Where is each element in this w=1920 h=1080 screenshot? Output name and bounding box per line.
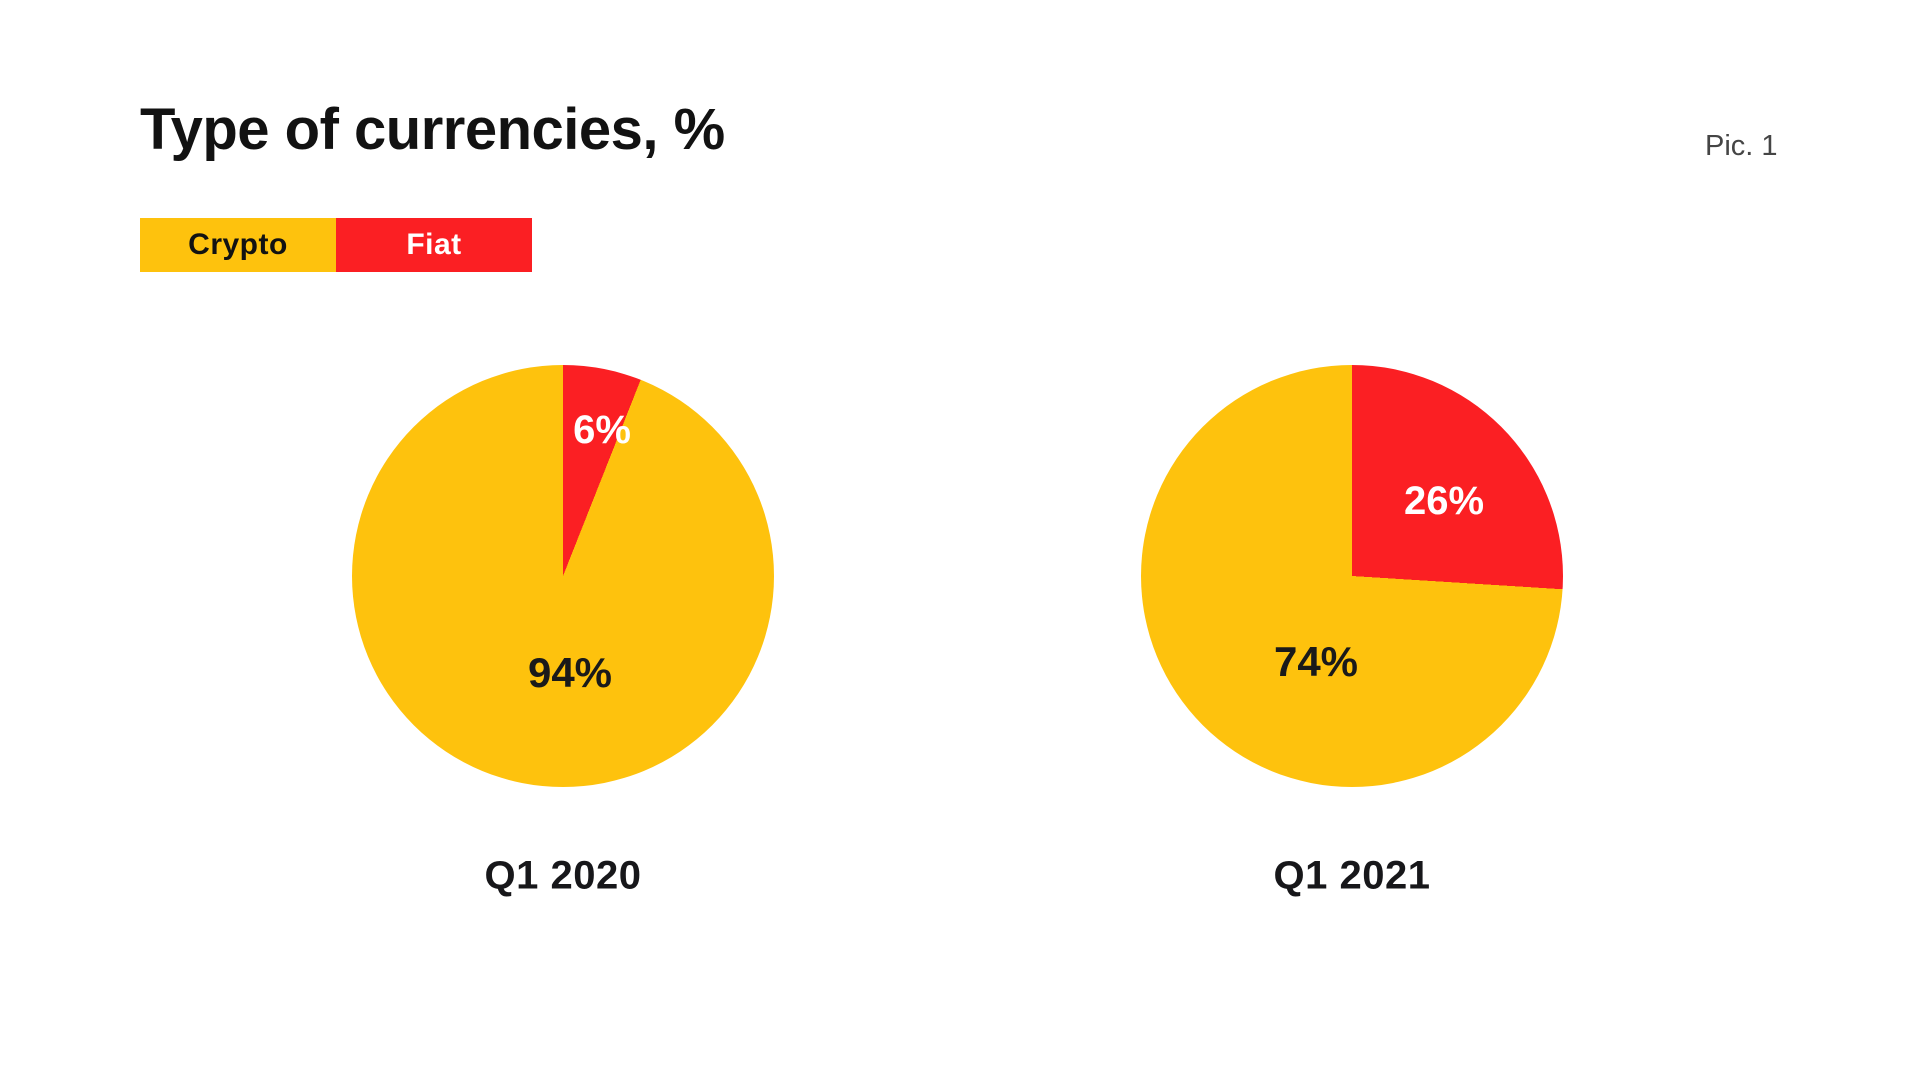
pie-chart-q1-2021: 26% 74% Q1 2021 xyxy=(1141,365,1563,925)
pie-q1-2020-caption: Q1 2020 xyxy=(484,853,642,898)
pie-q1-2021-caption: Q1 2021 xyxy=(1273,853,1431,898)
legend-label-crypto: Crypto xyxy=(188,228,288,261)
pie-q1-2020-circle xyxy=(352,365,774,787)
pie-chart-q1-2020: 6% 94% Q1 2020 xyxy=(352,365,774,925)
pie-q1-2020-crypto-value-label: 94% xyxy=(527,649,613,696)
page-title: Type of currencies, % xyxy=(140,97,725,162)
pie-q1-2021-crypto-value-label: 74% xyxy=(1273,638,1359,685)
legend-item-crypto: Crypto xyxy=(140,218,336,272)
legend-item-fiat: Fiat xyxy=(336,218,532,272)
pie-q1-2021-circle xyxy=(1141,365,1563,787)
pie-q1-2020-fiat-value-label: 6% xyxy=(573,408,631,452)
figure-number-label: Pic. 1 xyxy=(1705,130,1778,162)
pie-q1-2021-fiat-value-label: 26% xyxy=(1403,479,1485,523)
legend-label-fiat: Fiat xyxy=(406,228,462,261)
legend: Crypto Fiat xyxy=(140,218,532,272)
